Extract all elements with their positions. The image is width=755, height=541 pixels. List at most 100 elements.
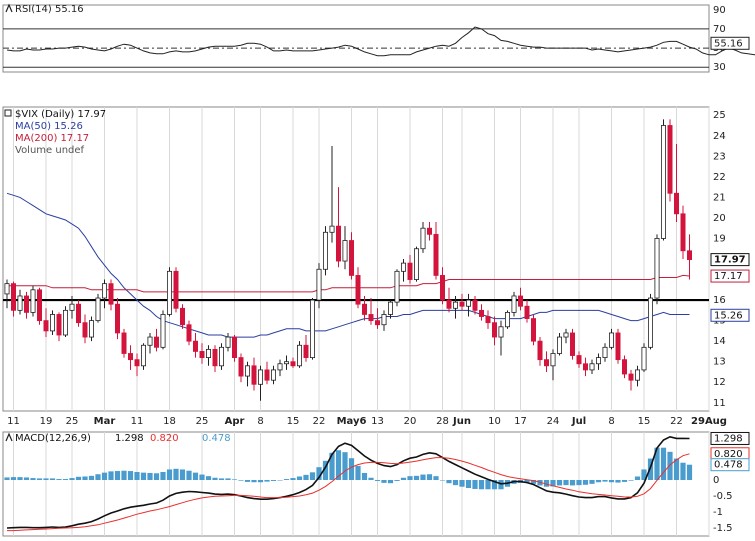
rsi-indicator-icon xyxy=(5,3,13,13)
macd-histogram-bar xyxy=(4,477,10,480)
price-y-tick-label: 21 xyxy=(713,192,726,203)
candle-body xyxy=(394,270,400,303)
date-axis-label: 15 xyxy=(638,416,651,427)
macd-histogram-bar xyxy=(381,480,387,483)
price-legend-label: Volume undef xyxy=(15,145,85,156)
candle-body xyxy=(485,316,491,324)
macd-histogram-bar xyxy=(303,474,309,480)
candle-body xyxy=(257,369,263,385)
macd-histogram-bar xyxy=(244,480,251,482)
macd-histogram-bar xyxy=(186,470,192,480)
candle-body xyxy=(472,299,478,311)
candle-body xyxy=(400,262,406,272)
macd-histogram-bar xyxy=(75,476,82,480)
candle-body xyxy=(524,305,530,319)
date-axis-label: 28 xyxy=(436,416,449,427)
candle-body xyxy=(596,357,602,365)
macd-histogram-bar xyxy=(608,480,615,483)
macd-legend-label: 0.820 xyxy=(150,433,179,444)
price-value-box xyxy=(710,253,750,267)
macd-histogram-bar xyxy=(543,480,550,487)
macd-histogram-bar xyxy=(660,447,667,480)
candle-body xyxy=(95,297,101,322)
price-value-label: 17.97 xyxy=(714,255,746,266)
macd-histogram-bar xyxy=(179,469,186,480)
macd-histogram-bar xyxy=(329,452,335,480)
date-axis-label: Apr xyxy=(225,416,245,427)
rsi-value-label: 55.16 xyxy=(714,38,743,49)
macd-histogram-bar xyxy=(121,470,127,480)
price-y-tick-label: 19 xyxy=(713,233,726,244)
candle-body xyxy=(186,324,192,342)
macd-value-label: 1.298 xyxy=(714,433,743,444)
macd-histogram-bar xyxy=(192,472,199,480)
candle-body xyxy=(641,346,647,371)
candle-body xyxy=(329,225,335,233)
date-axis-label: 8 xyxy=(257,416,263,427)
candle-body xyxy=(680,213,686,252)
candle-body xyxy=(76,303,82,324)
candle-body xyxy=(316,268,322,301)
candle-body xyxy=(50,314,56,332)
date-axis-label: 29Aug xyxy=(691,416,727,427)
date-axis-label: Jun xyxy=(452,416,471,427)
macd-y-tick-label: 0 xyxy=(713,475,719,486)
candle-body xyxy=(446,299,452,309)
macd-histogram-bar xyxy=(316,467,322,480)
macd-line xyxy=(6,435,690,529)
macd-histogram-bar xyxy=(348,458,355,480)
candle-body xyxy=(622,359,628,375)
candle-body xyxy=(212,348,218,367)
rsi-y-tick-label: 30 xyxy=(713,62,726,73)
price-y-tick-label: 25 xyxy=(713,110,726,121)
rsi-line xyxy=(6,26,755,57)
candle-body xyxy=(283,361,289,365)
macd-histogram-bar xyxy=(355,465,361,480)
candle-body xyxy=(667,125,673,194)
date-axis-label: 19 xyxy=(40,416,53,427)
candle-body xyxy=(602,346,608,358)
candle-body xyxy=(355,275,361,305)
price-value-label: 15.26 xyxy=(714,310,743,321)
macd-histogram-bar xyxy=(127,471,134,480)
candle-body xyxy=(342,240,348,262)
date-axis-label: May6 xyxy=(337,416,367,427)
date-axis-label: 20 xyxy=(404,416,417,427)
date-axis-label: 10 xyxy=(488,416,501,427)
date-axis-label: 25 xyxy=(196,416,209,427)
price-panel-frame xyxy=(2,106,710,412)
macd-histogram-bar xyxy=(569,480,576,486)
candle-body xyxy=(231,336,237,358)
candle-body xyxy=(121,332,127,354)
candle-body xyxy=(511,295,517,313)
macd-histogram-bar xyxy=(147,472,153,480)
macd-histogram-bar xyxy=(589,480,595,484)
candle-body xyxy=(69,303,75,311)
price-y-tick-label: 22 xyxy=(713,172,726,183)
candle-body xyxy=(420,227,426,250)
macd-histogram-bar xyxy=(433,476,439,480)
candle-body xyxy=(23,295,29,313)
macd-histogram-bar xyxy=(166,469,173,480)
macd-histogram-bar xyxy=(368,477,374,480)
candle-body xyxy=(635,369,641,381)
macd-histogram-bar xyxy=(641,469,647,480)
macd-histogram-bar xyxy=(199,474,205,480)
macd-histogram-bar xyxy=(556,480,563,486)
candle-body xyxy=(518,295,524,307)
candle-body xyxy=(270,369,276,381)
macd-histogram-bar xyxy=(290,478,296,480)
macd-histogram-bar xyxy=(277,480,283,481)
candle-body xyxy=(244,365,250,377)
candle-body xyxy=(10,283,16,311)
candle-body xyxy=(374,320,380,326)
candle-body xyxy=(504,312,510,328)
date-axis-label: 22 xyxy=(313,416,326,427)
candle-body xyxy=(322,231,328,270)
macd-histogram-bar xyxy=(43,478,49,480)
macd-legend-label: 1.298 xyxy=(115,433,144,444)
candle-body xyxy=(82,322,88,338)
macd-histogram-bar xyxy=(309,472,316,480)
candle-body xyxy=(134,359,140,367)
